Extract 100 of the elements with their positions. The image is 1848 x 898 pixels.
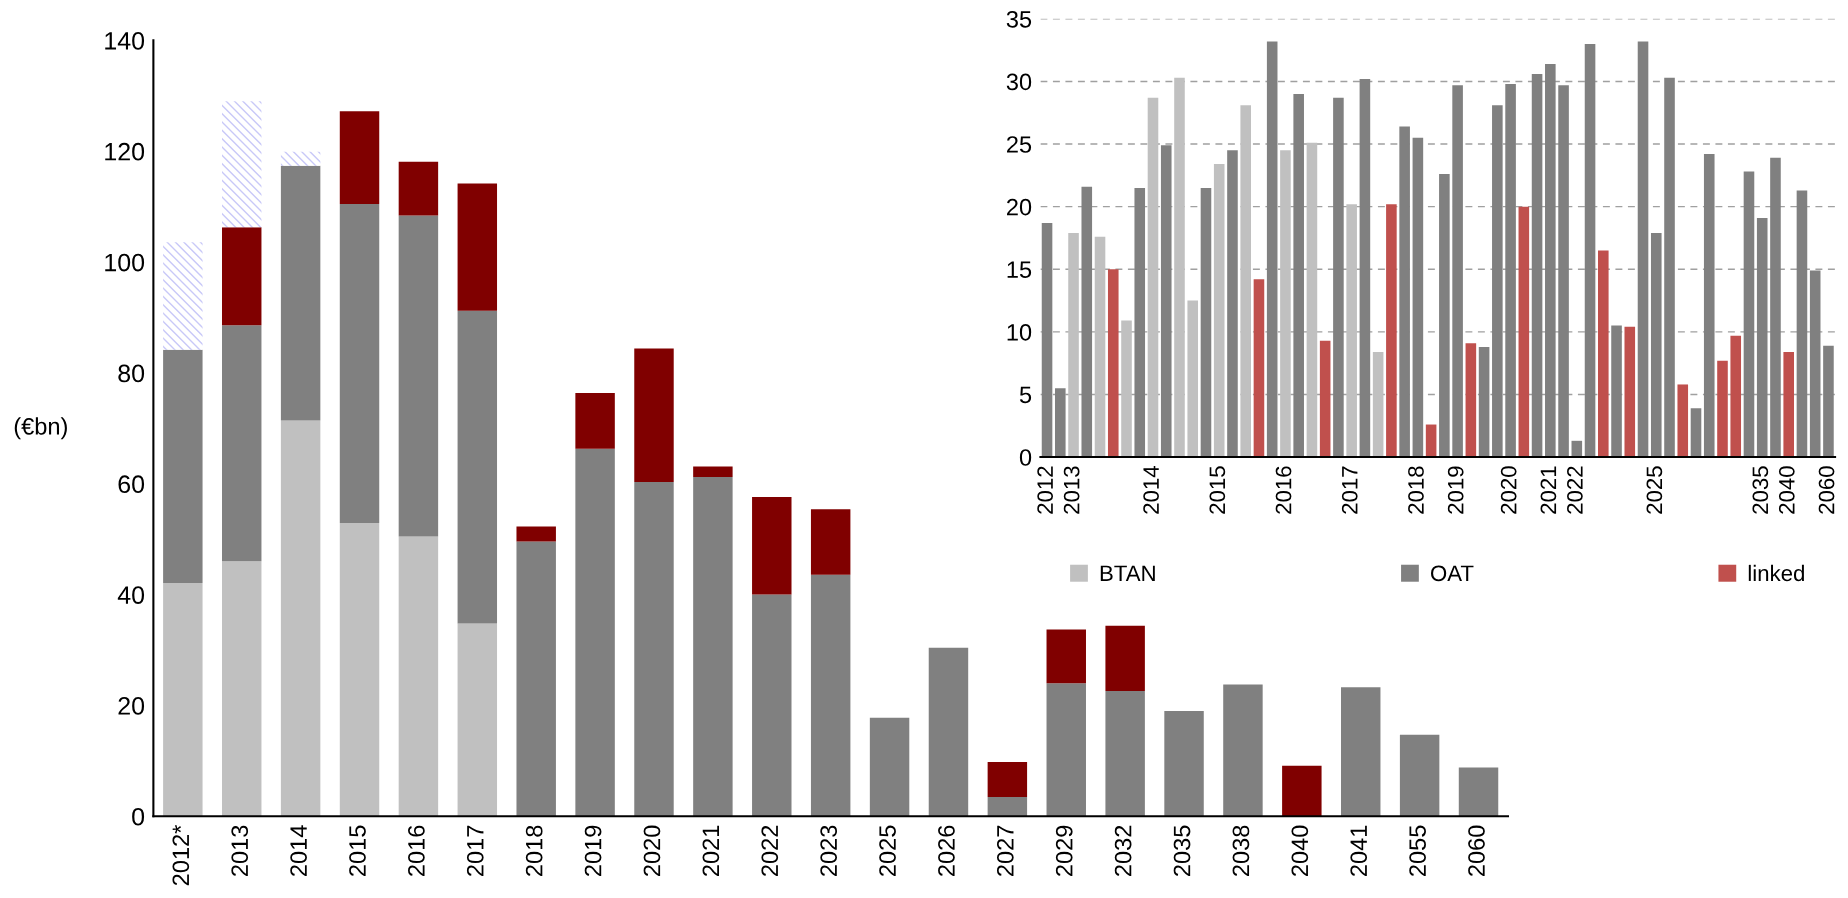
bar	[1046, 629, 1086, 684]
y-tick-label: 60	[118, 475, 145, 494]
y-tick-label: 120	[105, 142, 145, 161]
bar	[1823, 345, 1834, 458]
bar	[1492, 105, 1503, 458]
x-tick-label: 2021	[1540, 466, 1557, 514]
bar	[752, 497, 792, 595]
bar	[869, 717, 910, 817]
x-tick-label: 2040	[1778, 466, 1795, 514]
x-tick-label: 2020	[1500, 466, 1517, 514]
bar	[1105, 625, 1145, 692]
x-tick-label: 2015	[349, 825, 366, 876]
bar	[1054, 388, 1066, 458]
x-tick-label: 2027	[996, 825, 1014, 876]
bar	[1690, 408, 1702, 458]
bar	[398, 215, 439, 537]
bar	[1187, 300, 1199, 458]
bar	[1756, 217, 1768, 458]
bar	[1147, 97, 1159, 458]
x-tick-label: 2035	[1752, 466, 1769, 514]
x-tick-label: 2055	[1409, 825, 1426, 876]
y-tick-label: 15	[1007, 261, 1032, 279]
bar	[398, 536, 439, 817]
bar	[1200, 187, 1212, 458]
bar	[1213, 164, 1225, 458]
bar	[1372, 351, 1384, 458]
bar	[1730, 335, 1742, 458]
bar	[222, 325, 262, 562]
bar	[339, 523, 380, 817]
bar	[1253, 279, 1265, 458]
bar	[163, 242, 203, 350]
x-tick-label: 2029	[1055, 825, 1073, 876]
bar	[1081, 186, 1093, 458]
bar	[1703, 154, 1715, 458]
bar	[339, 203, 380, 524]
y-tick-label: 0	[1019, 449, 1032, 466]
bar	[1584, 43, 1596, 458]
x-tick-label: 2016	[408, 825, 425, 876]
bar	[1094, 236, 1106, 458]
bar	[1399, 734, 1440, 817]
bar	[1598, 250, 1609, 458]
bar	[222, 561, 262, 817]
y-tick-label: 5	[1019, 386, 1032, 404]
x-tick-label: 2026	[938, 825, 955, 876]
bar	[1046, 683, 1086, 817]
x-tick-label: 2035	[1173, 825, 1191, 876]
bar	[987, 761, 1028, 797]
y-tick-label: 25	[1007, 136, 1032, 153]
bar	[810, 509, 851, 575]
bar	[1412, 137, 1424, 458]
bar	[1164, 710, 1204, 817]
x-tick-label: 2032	[1114, 825, 1132, 876]
x-tick-label: 2017	[466, 825, 484, 876]
bar	[987, 796, 1028, 817]
bar	[1068, 232, 1079, 458]
y-axis-title: (€bn)	[14, 417, 67, 440]
bar	[1223, 684, 1263, 817]
x-tick-label: 2017	[1341, 466, 1358, 514]
x-tick-label: 2013	[1063, 466, 1080, 514]
bar	[1121, 320, 1132, 458]
bar	[163, 349, 203, 583]
y-tick-label: 100	[105, 253, 145, 272]
bar	[1624, 326, 1636, 458]
bar	[1664, 77, 1675, 458]
x-tick-label: 2021	[702, 825, 720, 876]
x-tick-label: 2060	[1468, 825, 1485, 876]
bar	[1160, 145, 1172, 458]
bar	[693, 466, 733, 478]
bar	[280, 151, 321, 166]
bar	[1174, 77, 1185, 458]
y-tick-label: 140	[105, 32, 145, 50]
bar	[1458, 767, 1499, 817]
bar	[1558, 85, 1569, 458]
bar	[1107, 269, 1119, 458]
bar	[1280, 150, 1291, 458]
bar	[1282, 765, 1322, 817]
x-tick-label: 2025	[1646, 466, 1663, 514]
bar	[339, 111, 380, 204]
x-tick-label: 2041	[1350, 825, 1368, 876]
bar	[1346, 204, 1357, 458]
bar	[1637, 41, 1649, 458]
bar	[1505, 83, 1516, 458]
x-tick-label: 2016	[1275, 466, 1292, 514]
bar	[1611, 325, 1622, 458]
y-tick-label: 40	[117, 586, 145, 604]
bar	[1425, 424, 1437, 458]
bar	[1341, 687, 1381, 817]
bar	[1677, 384, 1689, 458]
bar	[280, 420, 321, 817]
bar	[1783, 351, 1795, 458]
bar	[1333, 97, 1344, 458]
bar	[1266, 41, 1278, 458]
x-tick-label: 2018	[1408, 466, 1424, 514]
y-tick-label: 20	[1007, 198, 1032, 216]
bar	[1359, 78, 1371, 458]
bar	[1796, 190, 1808, 458]
x-tick-label: 2020	[643, 825, 661, 876]
bar	[634, 348, 674, 483]
bar	[1399, 126, 1410, 458]
bar	[1041, 222, 1053, 458]
